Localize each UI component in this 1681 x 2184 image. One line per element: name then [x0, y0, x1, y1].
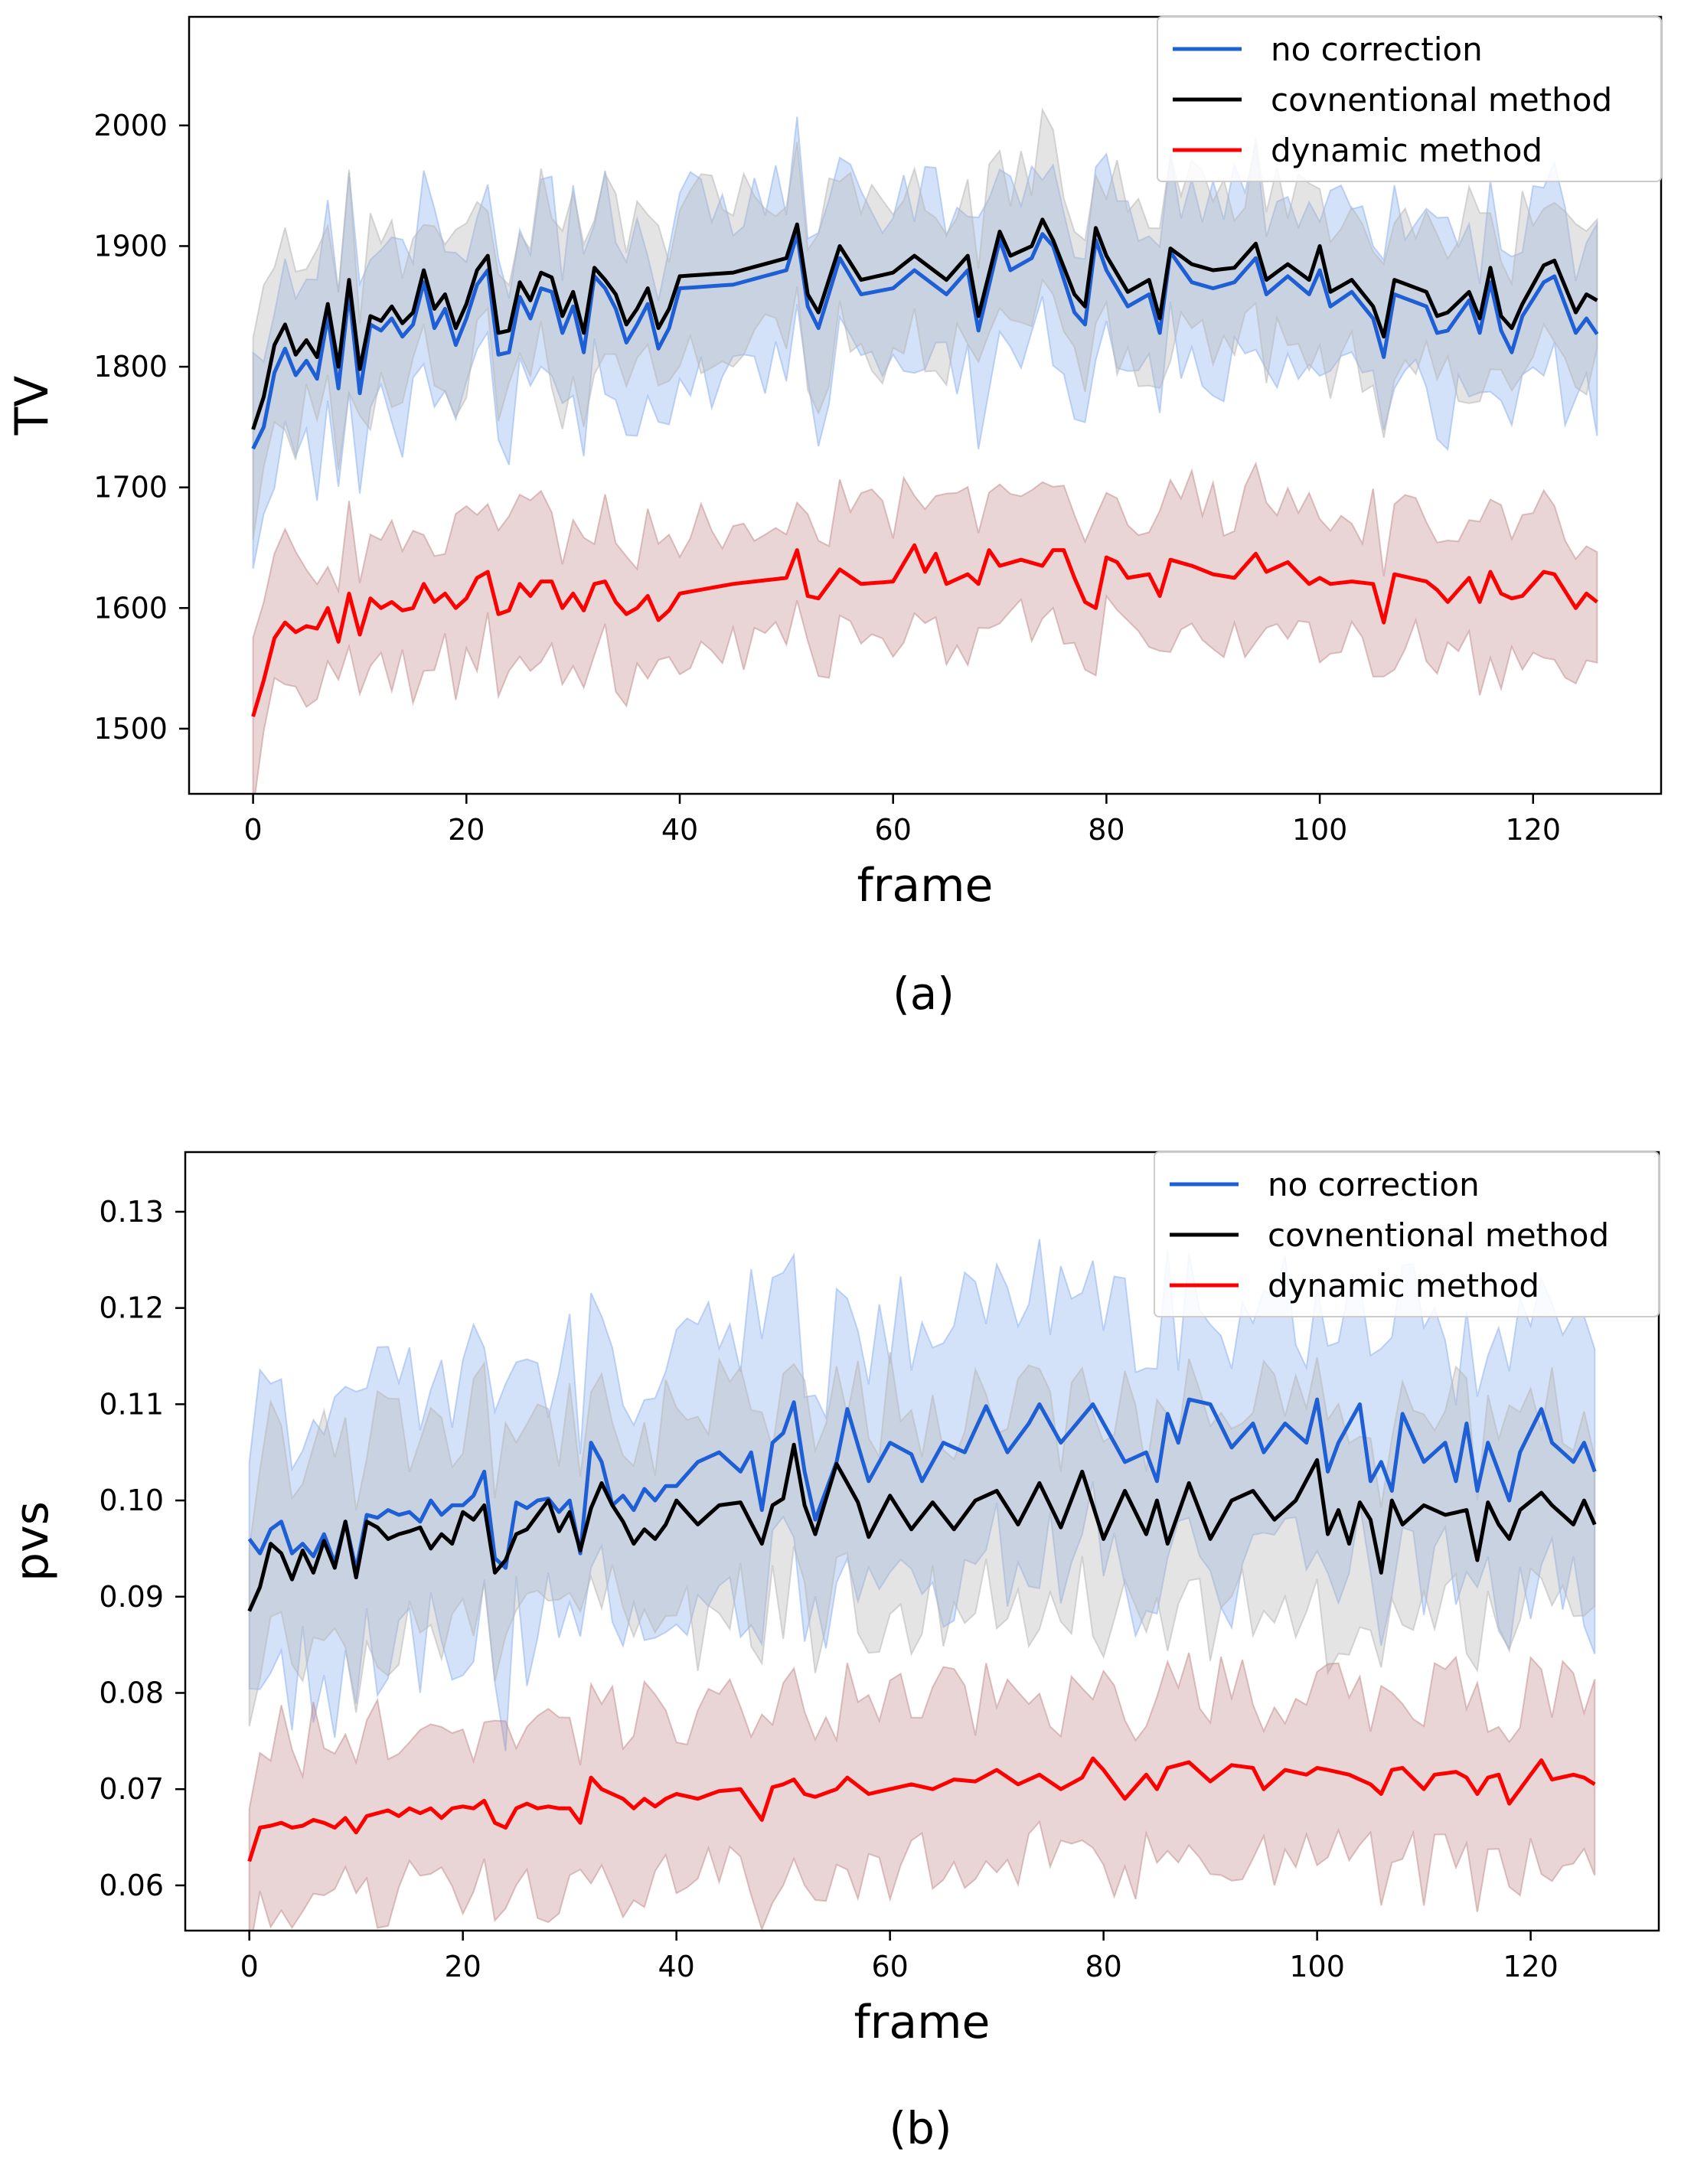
- x-tick-label: 40: [658, 1950, 694, 1983]
- y-tick-label: 1800: [93, 350, 168, 384]
- legend-entry: dynamic method: [1268, 1267, 1539, 1304]
- x-tick-label: 60: [871, 1950, 908, 1983]
- legend-entry: covnentional method: [1268, 1216, 1609, 1254]
- band-covnentional-method: [248, 1352, 1596, 1727]
- x-axis-label: frame: [854, 1996, 991, 2049]
- y-tick-label: 2000: [93, 109, 168, 142]
- y-tick-label: 1900: [93, 229, 168, 263]
- legend-box: [1154, 1151, 1660, 1317]
- legend-entry: no correction: [1271, 31, 1483, 68]
- x-tick-label: 60: [875, 813, 912, 847]
- plot-area: [247, 1239, 1597, 1931]
- series-line-no-correction: [247, 1397, 1597, 1572]
- y-tick-label: 1600: [93, 591, 168, 625]
- series-line-covnentional-method: [247, 1442, 1597, 1612]
- plot-frame: [184, 1151, 1660, 1932]
- band-no-correction: [252, 116, 1598, 570]
- chart-panel-a: 0 20 40 60 80 100 120 1500 1600 1700 1800 1900 2000 f…: [5, 15, 1663, 1020]
- y-tick-label: 1700: [93, 471, 168, 504]
- x-tick-label: 120: [1506, 813, 1562, 847]
- x-tick-label: 40: [661, 813, 698, 847]
- x-tick-label: 100: [1292, 813, 1348, 847]
- plot-frame: [188, 15, 1663, 795]
- y-axis-label: TV: [5, 376, 59, 436]
- band-no-correction: [248, 1239, 1596, 1751]
- legend-box: [1157, 16, 1662, 182]
- y-tick-label: 0.06: [99, 1869, 164, 1902]
- y-tick-label: 0.08: [99, 1676, 164, 1709]
- x-tick-label: 0: [244, 813, 263, 847]
- legend-entry: no correction: [1268, 1166, 1480, 1203]
- series-line-covnentional-method: [251, 217, 1598, 430]
- series-line-dynamic-method: [251, 543, 1598, 717]
- y-tick-label: 0.13: [99, 1195, 164, 1229]
- series-line-dynamic-method: [247, 1756, 1596, 1862]
- panel-caption: (b): [889, 2102, 951, 2154]
- band-dynamic-method: [248, 1652, 1596, 1931]
- x-tick-label: 80: [1085, 1950, 1121, 1983]
- x-tick-label: 0: [240, 1950, 259, 1983]
- panel-caption: (a): [893, 968, 955, 1020]
- band-dynamic-method: [252, 461, 1598, 794]
- band-covnentional-method: [252, 107, 1598, 540]
- plot-area: [251, 107, 1599, 794]
- y-tick-label: 0.09: [99, 1580, 164, 1614]
- x-tick-label: 100: [1289, 1950, 1345, 1983]
- legend-entry: covnentional method: [1271, 81, 1612, 119]
- y-axis-label: pvs: [5, 1501, 59, 1582]
- legend: no correction covnentional method dynamic …: [1157, 16, 1662, 182]
- legend-entry: dynamic method: [1271, 132, 1542, 169]
- chart-panel-b: 0 20 40 60 80 100 120 0.06 0.07 0.08 0.09 0.10 0.11 0…: [5, 1151, 1660, 2154]
- y-tick-label: 0.07: [99, 1772, 164, 1806]
- x-tick-label: 20: [448, 813, 485, 847]
- x-axis-label: frame: [857, 859, 994, 912]
- y-tick-label: 0.11: [99, 1387, 164, 1421]
- legend: no correction covnentional method dynamic …: [1154, 1151, 1660, 1317]
- x-tick-label: 80: [1088, 813, 1124, 847]
- y-tick-label: 0.10: [99, 1484, 164, 1517]
- y-tick-label: 1500: [93, 712, 168, 746]
- series-line-no-correction: [251, 232, 1599, 450]
- x-tick-label: 20: [445, 1950, 481, 1983]
- y-tick-label: 0.12: [99, 1291, 164, 1325]
- x-tick-label: 120: [1503, 1950, 1559, 1983]
